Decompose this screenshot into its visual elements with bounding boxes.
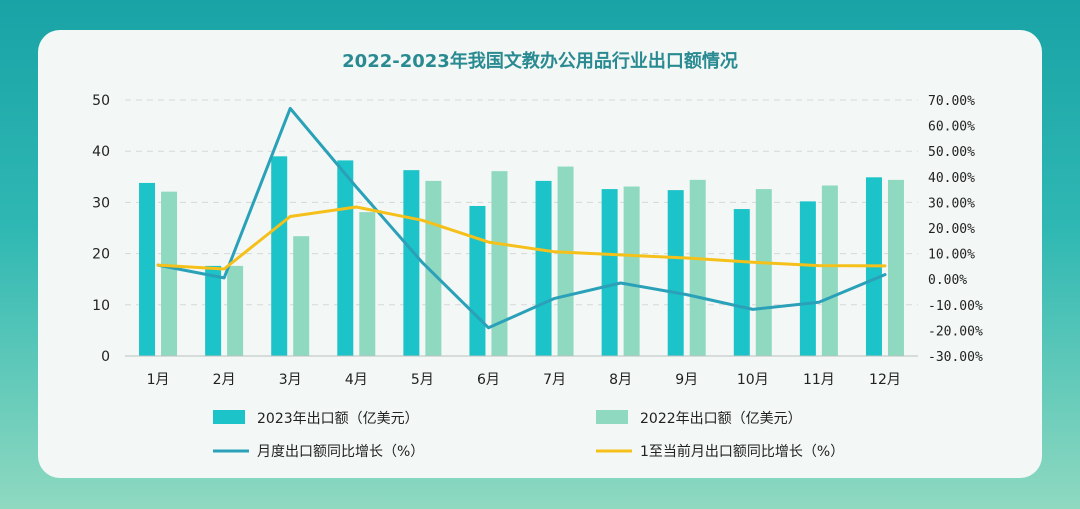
bar-2022 xyxy=(359,212,376,356)
y-left-tick-label: 20 xyxy=(92,247,110,263)
x-tick-label: 7月 xyxy=(543,372,566,388)
lines xyxy=(156,106,887,330)
y-right-tick-label: -10.00% xyxy=(928,299,983,314)
x-tick-label: 1月 xyxy=(147,372,170,388)
bar-2023 xyxy=(535,180,552,356)
bar-2023 xyxy=(271,156,288,356)
grid-lines xyxy=(125,99,918,306)
x-tick-label: 10月 xyxy=(737,372,769,388)
bar-2022 xyxy=(491,171,508,356)
x-tick-label: 5月 xyxy=(411,372,434,388)
y-left-tick-label: 40 xyxy=(92,144,110,160)
y-right-tick-label: 50.00% xyxy=(928,145,975,160)
y-right-tick-label: 70.00% xyxy=(928,94,975,109)
bar-2022 xyxy=(557,166,574,356)
x-tick-label: 8月 xyxy=(609,372,632,388)
line-cumulative-growth xyxy=(156,205,887,271)
bars xyxy=(139,156,904,356)
bar-2023 xyxy=(799,201,816,356)
line-monthly-growth xyxy=(156,106,887,330)
y-right-tick-label: 20.00% xyxy=(928,222,975,237)
bar-2022 xyxy=(887,179,904,356)
bar-2022 xyxy=(689,179,706,356)
bar-2023 xyxy=(733,209,750,356)
bar-2023 xyxy=(139,182,156,356)
legend: 2023年出口额（亿美元） 2022年出口额（亿美元） 月度出口额同比增长（%） 1至… xyxy=(213,410,844,460)
y-right-tick-label: 0.00% xyxy=(928,273,967,288)
y-right-tick-label: 40.00% xyxy=(928,171,975,186)
x-tick-label: 2月 xyxy=(213,372,236,388)
y-left-tick-label: 10 xyxy=(92,298,110,314)
legend-swatch xyxy=(213,410,245,424)
y-right-tick-label: 10.00% xyxy=(928,248,975,263)
x-tick-label: 4月 xyxy=(345,372,368,388)
legend-label: 2022年出口额（亿美元） xyxy=(640,411,802,427)
x-tick-label: 12月 xyxy=(869,372,901,388)
y-right-tick-label: 30.00% xyxy=(928,196,975,211)
y-left-tick-label: 0 xyxy=(101,349,110,365)
bar-2023 xyxy=(337,160,354,356)
bar-2022 xyxy=(755,189,772,356)
legend-label: 月度出口额同比增长（%） xyxy=(257,444,424,460)
bar-2023 xyxy=(601,189,618,356)
legend-swatch xyxy=(596,410,628,424)
x-tick-label: 6月 xyxy=(477,372,500,388)
bar-2022 xyxy=(227,265,244,356)
bar-2022 xyxy=(623,186,640,356)
legend-label: 2023年出口额（亿美元） xyxy=(257,411,419,427)
bar-2022 xyxy=(293,236,310,356)
x-tick-label: 11月 xyxy=(803,372,835,388)
bar-2023 xyxy=(205,265,222,356)
chart-title: 2022-2023年我国文教办公用品行业出口额情况 xyxy=(342,50,738,72)
y-right-tick-label: -20.00% xyxy=(928,324,983,339)
x-tick-label: 3月 xyxy=(279,372,302,388)
bar-2022 xyxy=(821,185,838,356)
legend-label: 1至当前月出口额同比增长（%） xyxy=(640,443,844,460)
bar-2023 xyxy=(667,190,684,356)
y-left-tick-label: 30 xyxy=(92,195,110,211)
y-left-tick-label: 50 xyxy=(92,93,110,109)
x-tick-label: 9月 xyxy=(675,372,698,388)
bar-2023 xyxy=(403,170,420,356)
axes: 0 10 20 30 40 50 -30.00% -20.00% -10.00% 0.00% 10.… xyxy=(92,93,983,388)
bar-2023 xyxy=(469,205,486,356)
bar-2022 xyxy=(161,191,178,356)
y-right-tick-label: 60.00% xyxy=(928,120,975,135)
y-right-tick-label: -30.00% xyxy=(928,350,983,365)
